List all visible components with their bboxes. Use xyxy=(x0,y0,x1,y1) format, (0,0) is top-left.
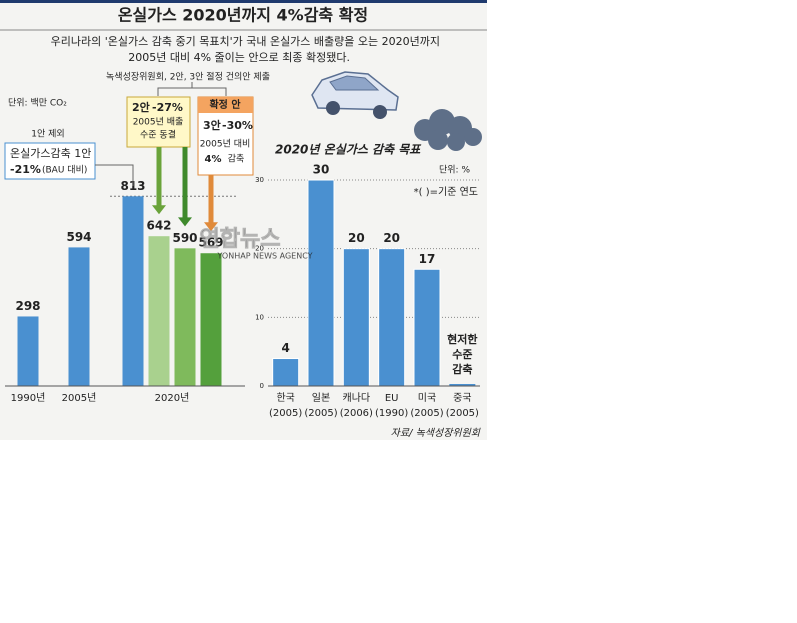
x-tick-label: 2005년 xyxy=(62,392,97,404)
x-tick-label: 중국 xyxy=(453,392,471,404)
x-tick-label: 한국 xyxy=(276,392,294,404)
callout-box xyxy=(4,142,96,180)
value-label: 20 xyxy=(348,231,365,245)
callout-text: 수준 동결 xyxy=(140,130,176,141)
callout-cut: -27% xyxy=(152,101,183,114)
value-label: 590 xyxy=(172,231,197,245)
smoke-cloud xyxy=(414,109,482,151)
x-tick-sublabel: (1990) xyxy=(375,408,408,419)
value-label: 298 xyxy=(15,299,40,313)
x-tick-label: 캐나다 xyxy=(343,392,371,404)
value-label: 17 xyxy=(419,252,436,266)
callout-cut: -21% xyxy=(10,163,41,176)
car-illustration xyxy=(311,71,399,119)
callout-text: 2안 xyxy=(132,100,150,114)
value-label: 569 xyxy=(198,236,223,250)
arrow-head xyxy=(204,222,218,232)
bar xyxy=(68,247,90,386)
title: 온실가스 2020년까지 4%감축 확정 xyxy=(118,6,368,25)
chart-title: 2020년 온실가스 감축 목표 xyxy=(275,143,422,157)
callout-text: 온실가스감축 1안 xyxy=(10,147,91,160)
subtitle-line: 2005년 대비 4% 줄이는 안으로 최종 확정됐다. xyxy=(128,51,350,64)
value-label: 4 xyxy=(281,341,289,355)
bar xyxy=(378,248,406,387)
bracket xyxy=(157,82,227,96)
callout-text: 3안 xyxy=(203,118,221,132)
callout-header-text: 확정 안 xyxy=(209,98,241,111)
bar xyxy=(413,268,441,387)
x-tick-sublabel: (2005) xyxy=(269,408,302,419)
y-tick-label: 20 xyxy=(255,245,264,253)
top-rule xyxy=(0,0,487,3)
group-label: 2020년 xyxy=(155,392,190,404)
bar xyxy=(122,196,144,386)
annotation: 현저한 xyxy=(447,332,477,346)
value-label: 594 xyxy=(66,230,91,244)
callout-text: 2005년 대비 xyxy=(200,139,251,150)
watermark-sub: YONHAP NEWS AGENCY xyxy=(216,252,312,261)
x-tick-label: 일본 xyxy=(312,392,330,404)
bar xyxy=(272,358,300,387)
callout-cut: 4% xyxy=(205,154,222,165)
callout-cut: -30% xyxy=(222,119,253,132)
callout-text: 감축 xyxy=(228,153,245,165)
unit-label: 단위: % xyxy=(439,165,470,176)
annotation: 감축 xyxy=(452,362,472,376)
annotation: 수준 xyxy=(452,348,472,361)
callout-text: 2005년 배출 xyxy=(133,117,184,128)
excluded-note: 1안 제외 xyxy=(31,128,64,140)
bar xyxy=(148,236,170,386)
value-label: 30 xyxy=(313,163,330,177)
x-tick-label: 미국 xyxy=(418,392,436,404)
source: 자료/ 녹색성장위원회 xyxy=(391,427,481,439)
x-tick-label: 1990년 xyxy=(11,392,46,404)
subtitle-line: 우리나라의 '온실가스 감축 중기 목표치'가 국내 온실가스 배출량을 오는 … xyxy=(51,35,440,48)
x-tick-sublabel: (2006) xyxy=(340,408,373,419)
x-tick-label: EU xyxy=(385,393,399,404)
x-tick-sublabel: (2005) xyxy=(410,408,443,419)
submission-note: 녹색성장위원회, 2안, 3안 절정 건의안 제출 xyxy=(106,71,270,83)
callout-text: (BAU 대비) xyxy=(42,165,87,176)
placeholder-bar xyxy=(449,384,476,386)
bar xyxy=(342,248,370,387)
arrow-head xyxy=(152,205,166,215)
bar xyxy=(200,253,222,386)
bar xyxy=(307,179,335,387)
x-tick-sublabel: (2005) xyxy=(304,408,337,419)
unit-label: 단위: 백만 CO₂ xyxy=(8,98,67,109)
connector xyxy=(95,164,134,186)
watermark: 연합뉴스 xyxy=(200,226,281,252)
note: *( )=기준 연도 xyxy=(414,186,478,198)
x-tick-sublabel: (2005) xyxy=(446,408,479,419)
callout-box xyxy=(126,96,191,148)
callout-header xyxy=(198,97,253,113)
y-tick-label: 10 xyxy=(255,313,264,321)
bar xyxy=(17,316,39,386)
y-tick-label: 0 xyxy=(260,382,264,390)
y-tick-label: 30 xyxy=(255,176,264,184)
value-label: 642 xyxy=(146,219,171,233)
arrow-head xyxy=(178,217,192,227)
value-label: 20 xyxy=(383,231,400,245)
bar xyxy=(174,248,196,386)
